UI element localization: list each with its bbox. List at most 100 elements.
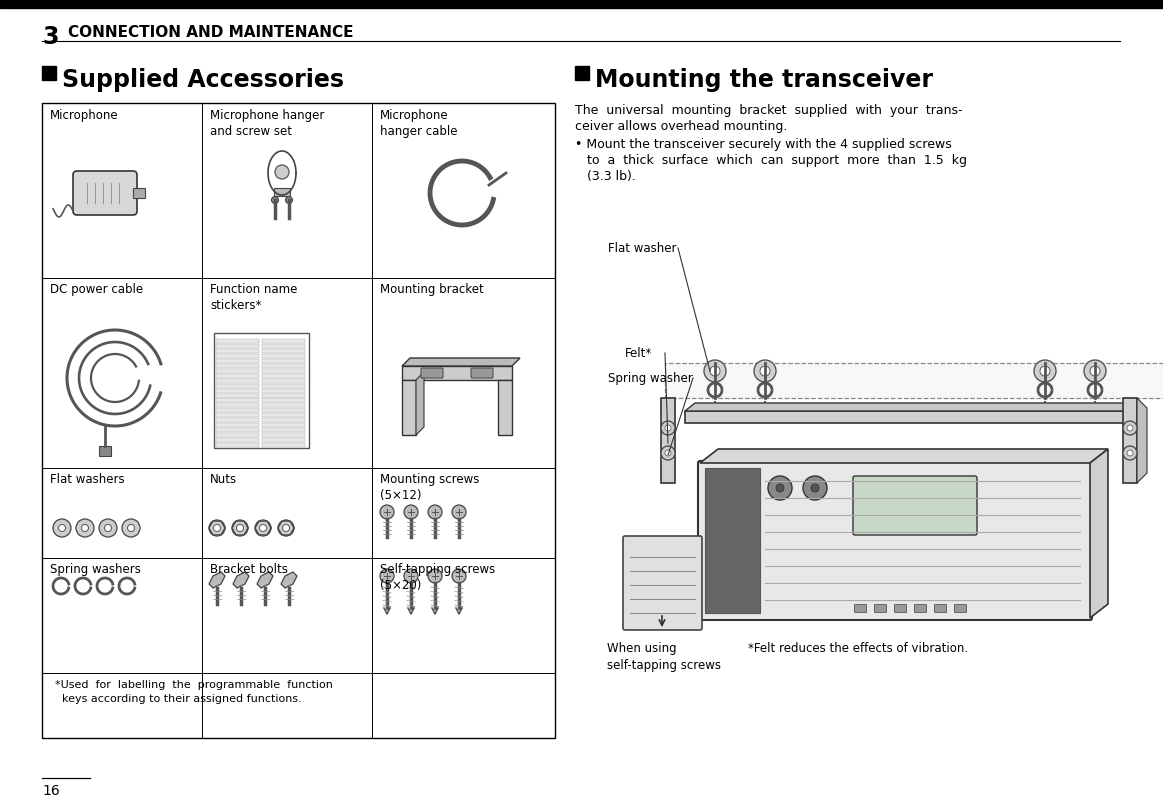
Bar [875,604,886,612]
Circle shape [58,525,65,532]
Polygon shape [257,573,273,589]
Bar [262,344,305,349]
Circle shape [380,505,394,520]
Bar [0,0,1163,9]
Bar [216,394,259,398]
Polygon shape [685,403,1135,411]
Text: Felt*: Felt* [625,347,652,360]
Bar [262,394,305,398]
Bar [216,429,259,433]
Bar [262,434,305,438]
Circle shape [802,476,827,500]
Circle shape [278,520,294,536]
Circle shape [236,525,243,532]
Bar [216,414,259,418]
Polygon shape [281,573,297,589]
Bar [498,381,512,435]
Polygon shape [402,359,520,366]
Polygon shape [1137,398,1147,483]
Bar [216,379,259,383]
Polygon shape [700,450,1108,463]
Polygon shape [233,573,249,589]
Bar [914,604,926,612]
Bar [262,379,305,383]
Bar [854,604,866,612]
Bar [661,398,675,483]
Bar [262,374,305,378]
Circle shape [122,520,140,537]
Bar [216,409,259,413]
Bar [274,189,290,197]
FancyBboxPatch shape [698,462,1092,620]
Bar [262,349,305,353]
Bar [262,429,305,433]
Text: The  universal  mounting  bracket  supplied  with  your  trans-: The universal mounting bracket supplied … [575,104,963,117]
Circle shape [214,525,221,532]
Bar [262,424,305,428]
Circle shape [1090,366,1100,377]
Text: Supplied Accessories: Supplied Accessories [62,68,344,92]
Circle shape [255,520,271,536]
Circle shape [1127,450,1133,456]
Text: to  a  thick  surface  which  can  support  more  than  1.5  kg: to a thick surface which can support mor… [575,154,966,167]
Text: CONNECTION AND MAINTENANCE: CONNECTION AND MAINTENANCE [67,25,354,40]
Bar [216,424,259,428]
Bar [216,418,259,422]
Bar [894,604,906,612]
Bar [262,409,305,413]
Bar [42,67,56,81]
Text: Mounting bracket: Mounting bracket [380,283,484,296]
Bar [262,354,305,358]
Polygon shape [209,573,224,589]
Bar [402,366,512,381]
Circle shape [1040,366,1050,377]
Bar [214,333,309,448]
Circle shape [271,198,278,204]
Polygon shape [1090,450,1108,618]
Circle shape [661,422,675,435]
Circle shape [259,525,266,532]
Text: Spring washer: Spring washer [608,372,693,385]
Text: Function name
stickers*: Function name stickers* [211,283,298,312]
Bar [216,443,259,447]
Circle shape [1123,422,1137,435]
Text: 16: 16 [42,783,59,797]
Text: *Used  for  labelling  the  programmable  function: *Used for labelling the programmable fun… [55,679,333,689]
Bar [42,104,555,738]
Text: Bracket bolts: Bracket bolts [211,562,288,575]
Bar [262,418,305,422]
Text: Mounting screws
(5×12): Mounting screws (5×12) [380,472,479,501]
Text: Flat washer: Flat washer [608,243,677,255]
Bar [216,404,259,408]
Bar [216,374,259,378]
Circle shape [128,525,135,532]
FancyBboxPatch shape [623,536,702,630]
Bar [262,414,305,418]
Text: DC power cable: DC power cable [50,283,143,296]
Circle shape [380,569,394,583]
FancyBboxPatch shape [471,369,493,378]
Circle shape [76,520,94,537]
Circle shape [1123,446,1137,460]
Circle shape [665,450,671,456]
Circle shape [759,366,770,377]
Text: Microphone: Microphone [50,109,119,122]
Circle shape [768,476,792,500]
Bar [262,438,305,442]
Circle shape [209,520,224,536]
Bar [133,189,145,199]
Bar [262,340,305,344]
Bar [575,67,588,81]
Bar [262,365,305,369]
Bar [262,399,305,403]
Text: Self-tapping screws
(5×20): Self-tapping screws (5×20) [380,562,495,591]
Text: When using
self-tapping screws: When using self-tapping screws [607,642,721,671]
Circle shape [1084,361,1106,382]
Circle shape [1127,426,1133,431]
Bar [262,384,305,388]
Circle shape [754,361,776,382]
Bar [262,360,305,364]
Text: Microphone
hanger cable: Microphone hanger cable [380,109,457,138]
Bar [216,354,259,358]
Circle shape [81,525,88,532]
